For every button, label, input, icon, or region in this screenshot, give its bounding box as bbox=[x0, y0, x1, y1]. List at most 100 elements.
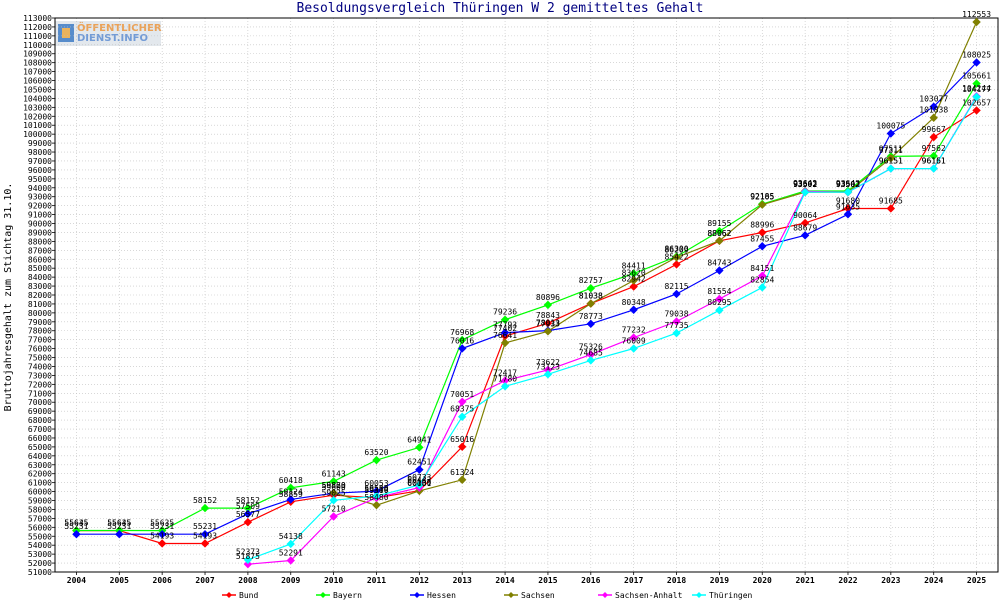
y-tick-label: 63000 bbox=[28, 461, 52, 470]
data-point bbox=[457, 397, 467, 406]
data-point bbox=[929, 113, 938, 122]
data-label: 80348 bbox=[622, 298, 646, 307]
y-tick-label: 69000 bbox=[28, 407, 52, 416]
y-tick-label: 74000 bbox=[28, 362, 52, 371]
data-label: 85422 bbox=[664, 252, 688, 261]
data-label: 79236 bbox=[493, 308, 517, 317]
data-point bbox=[243, 517, 253, 527]
data-point bbox=[543, 327, 553, 336]
y-tick-label: 51000 bbox=[28, 568, 52, 577]
y-tick-label: 96000 bbox=[28, 166, 52, 175]
data-label: 70051 bbox=[450, 390, 474, 399]
data-label: 54193 bbox=[193, 531, 217, 540]
data-point bbox=[672, 289, 681, 299]
data-point bbox=[672, 253, 681, 262]
data-point bbox=[157, 529, 167, 539]
data-point bbox=[886, 204, 896, 213]
data-label: 59600 bbox=[322, 483, 346, 492]
y-tick-label: 78000 bbox=[28, 327, 52, 336]
data-label: 57210 bbox=[322, 505, 346, 514]
data-point bbox=[286, 539, 295, 549]
data-point bbox=[586, 299, 596, 308]
data-point bbox=[972, 92, 981, 102]
legend-entry: Thüringen bbox=[709, 591, 753, 600]
data-label: 88679 bbox=[793, 223, 817, 232]
y-tick-label: 62000 bbox=[28, 470, 52, 479]
data-label: 71780 bbox=[493, 374, 517, 383]
y-tick-label: 88000 bbox=[28, 237, 52, 246]
data-point bbox=[243, 509, 253, 519]
legend-marker bbox=[696, 592, 702, 598]
y-tick-label: 98000 bbox=[28, 148, 52, 157]
data-label: 93502 bbox=[836, 180, 860, 189]
data-label: 97562 bbox=[922, 144, 946, 153]
data-point bbox=[758, 200, 767, 209]
y-tick-label: 58000 bbox=[28, 505, 52, 514]
data-point bbox=[800, 188, 810, 197]
data-point bbox=[972, 106, 981, 115]
y-tick-label: 113000 bbox=[23, 14, 52, 23]
data-point bbox=[886, 164, 896, 173]
y-tick-label: 103000 bbox=[23, 103, 52, 112]
data-label: 92185 bbox=[750, 192, 774, 201]
y-tick-label: 104000 bbox=[23, 94, 52, 103]
data-label: 88996 bbox=[750, 220, 774, 229]
data-label: 59124 bbox=[279, 487, 303, 496]
data-point bbox=[372, 500, 381, 510]
y-tick-label: 108000 bbox=[23, 59, 52, 68]
x-tick-label: 2023 bbox=[881, 576, 900, 585]
data-point bbox=[457, 335, 467, 345]
legend-marker bbox=[508, 592, 514, 598]
data-point bbox=[758, 228, 767, 237]
data-label: 55635 bbox=[150, 519, 174, 528]
axes: 5100052000530005400055000560005700058000… bbox=[23, 14, 999, 585]
data-point bbox=[243, 555, 253, 564]
data-label: 55231 bbox=[64, 522, 88, 531]
y-tick-label: 55000 bbox=[28, 532, 52, 541]
data-label: 104177 bbox=[962, 85, 991, 94]
data-point bbox=[972, 58, 981, 67]
data-label: 93502 bbox=[793, 180, 817, 189]
series-line-sachsen-anhalt bbox=[247, 95, 978, 565]
data-point bbox=[672, 260, 681, 269]
data-label: 54138 bbox=[279, 532, 303, 541]
data-point bbox=[415, 465, 424, 474]
data-label: 100075 bbox=[876, 121, 905, 130]
data-point bbox=[586, 319, 596, 329]
data-point bbox=[200, 529, 210, 539]
data-label: 81038 bbox=[579, 292, 603, 301]
data-label: 93643 bbox=[793, 179, 817, 188]
data-label: 60100 bbox=[407, 479, 431, 488]
data-label: 88062 bbox=[707, 229, 731, 238]
series-line-thüringen bbox=[247, 96, 978, 561]
data-point bbox=[457, 412, 467, 421]
data-point bbox=[758, 242, 767, 251]
data-label: 84151 bbox=[750, 264, 774, 273]
data-point bbox=[715, 226, 724, 236]
legend-marker bbox=[414, 592, 420, 598]
y-tick-label: 65000 bbox=[28, 443, 52, 452]
data-label: 60443 bbox=[407, 476, 431, 485]
x-tick-label: 2017 bbox=[624, 576, 643, 585]
data-label: 101838 bbox=[919, 106, 948, 115]
data-label: 59500 bbox=[364, 484, 388, 493]
data-label: 72417 bbox=[493, 369, 517, 378]
data-point bbox=[500, 328, 510, 337]
y-tick-label: 101000 bbox=[23, 121, 52, 130]
data-label: 86209 bbox=[664, 245, 688, 254]
data-label: 82757 bbox=[579, 276, 603, 285]
x-tick-label: 2019 bbox=[710, 576, 729, 585]
y-tick-label: 93000 bbox=[28, 193, 52, 202]
legend-entry: Hessen bbox=[427, 591, 456, 600]
x-tick-label: 2024 bbox=[924, 576, 943, 585]
data-point bbox=[543, 300, 553, 310]
legend-entry: Sachsen-Anhalt bbox=[615, 591, 683, 600]
data-point bbox=[886, 153, 896, 163]
data-point bbox=[372, 491, 381, 501]
data-point bbox=[543, 370, 553, 379]
data-point bbox=[200, 539, 210, 548]
y-tick-label: 77000 bbox=[28, 336, 52, 345]
x-tick-label: 2020 bbox=[753, 576, 772, 585]
data-point bbox=[629, 282, 638, 291]
data-point bbox=[200, 503, 210, 513]
